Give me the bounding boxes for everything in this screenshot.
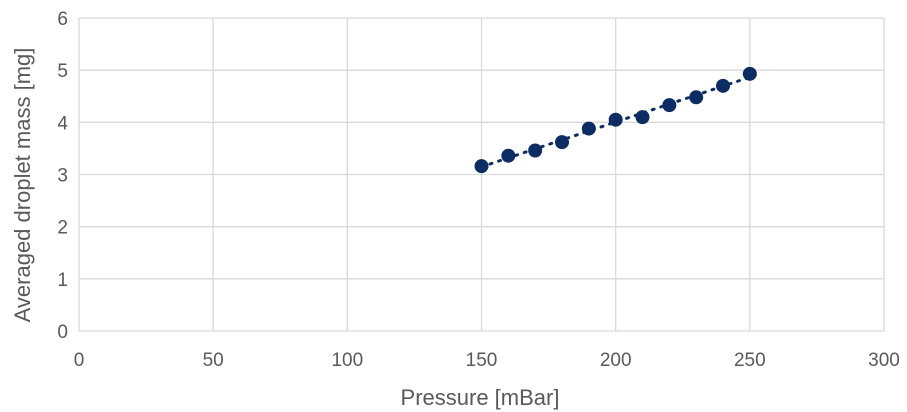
data-point (581, 121, 596, 136)
data-point (608, 112, 623, 127)
data-point (635, 110, 650, 125)
data-point (716, 78, 730, 93)
data-point (689, 90, 704, 105)
data-point (662, 98, 677, 113)
data-point (474, 159, 489, 174)
y-tick-label: 0 (57, 322, 68, 343)
y-tick-label: 2 (57, 218, 68, 239)
x-tick-label: 250 (734, 350, 766, 371)
x-tick-label: 200 (600, 350, 632, 371)
data-point (501, 148, 516, 163)
y-tick-label: 1 (57, 270, 68, 291)
data-point (528, 143, 543, 158)
x-axis-title: Pressure [mBar] (401, 385, 560, 410)
data-points (474, 66, 757, 174)
y-tick-label: 5 (57, 61, 68, 82)
x-tick-label: 0 (74, 350, 85, 371)
y-axis-title: Averaged droplet mass [mg] (10, 48, 35, 323)
x-tick-label: 100 (331, 350, 363, 371)
y-tick-label: 6 (57, 9, 68, 30)
x-tick-label: 50 (203, 350, 224, 371)
trendline-group (480, 75, 752, 169)
x-tick-label: 150 (466, 350, 498, 371)
y-tick-label: 4 (57, 113, 68, 134)
data-point (555, 135, 569, 150)
x-tick-label: 300 (868, 350, 900, 371)
trendline (480, 75, 752, 169)
x-axis-ticks: 0 50 100 150 200 250 300 (74, 350, 900, 371)
data-point (742, 66, 757, 81)
y-tick-label: 3 (57, 166, 68, 187)
y-axis-ticks: 0 1 2 3 4 5 6 (57, 9, 68, 343)
